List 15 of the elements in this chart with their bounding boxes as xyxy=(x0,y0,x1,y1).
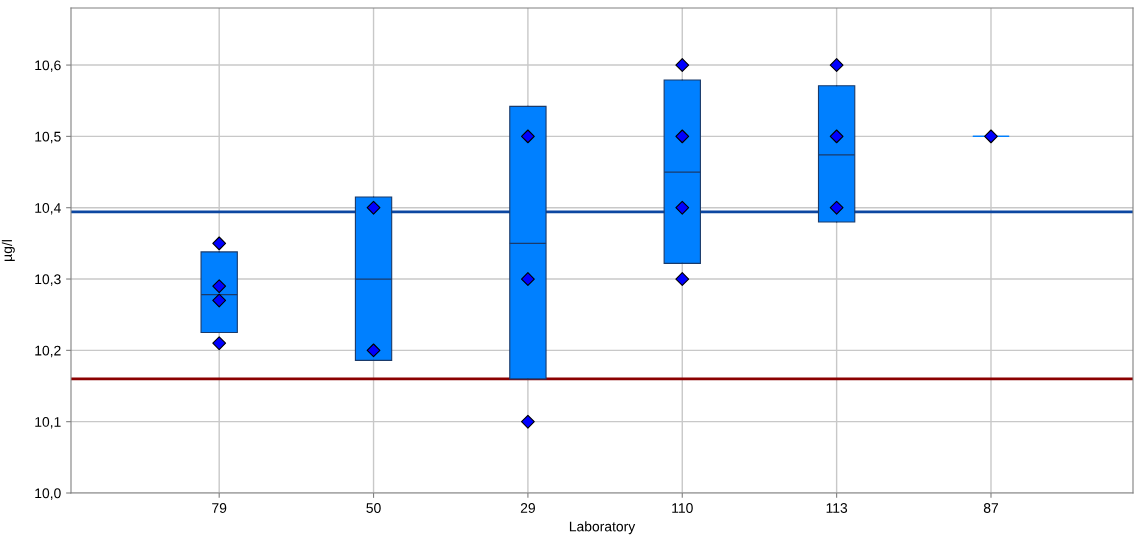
y-tick-label: 10,3 xyxy=(35,274,61,286)
x-tick-label: 87 xyxy=(983,503,999,513)
y-tick-label: 10,1 xyxy=(35,417,61,429)
y-tick-label: 10,0 xyxy=(35,488,61,500)
y-tick-label: 10,4 xyxy=(35,203,61,215)
x-tick-label: 113 xyxy=(826,503,848,513)
x-tick-label: 29 xyxy=(520,503,535,513)
y-tick-label: 10,5 xyxy=(35,131,61,144)
x-axis-title: Laboratory xyxy=(569,521,636,535)
x-tick-label: 110 xyxy=(672,503,693,513)
x-tick-label: 50 xyxy=(366,503,381,513)
y-axis-title: µg/l xyxy=(1,240,15,261)
y-tick-label: 10,2 xyxy=(35,345,61,358)
x-tick-label: 79 xyxy=(212,503,227,513)
y-tick-label: 10,6 xyxy=(35,60,61,72)
